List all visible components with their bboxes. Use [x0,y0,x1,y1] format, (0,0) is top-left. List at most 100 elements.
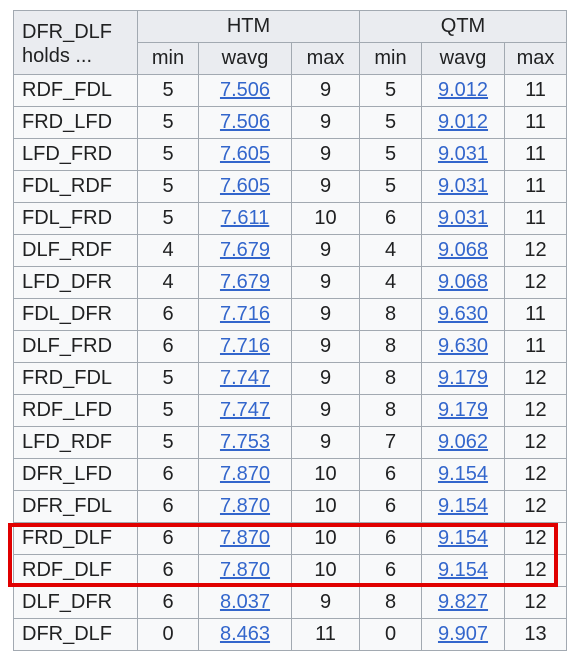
qtm-min-cell: 8 [360,331,422,363]
htm-min-cell: 6 [138,523,199,555]
htm-max-cell: 9 [292,235,360,267]
qtm-wavg-link[interactable]: 9.062 [438,431,488,453]
qtm-wavg-cell: 9.154 [422,459,505,491]
qtm-wavg-link[interactable]: 9.068 [438,271,488,293]
htm-wavg-cell: 7.747 [199,395,292,427]
htm-wavg-cell: 7.716 [199,299,292,331]
htm-wavg-cell: 7.870 [199,491,292,523]
qtm-max-cell: 11 [505,171,567,203]
table-row: DLF_DFR 6 8.037 9 8 9.827 12 [14,587,567,619]
htm-wavg-link[interactable]: 7.747 [220,399,270,421]
htm-min-cell: 4 [138,235,199,267]
qtm-min-cell: 5 [360,139,422,171]
qtm-min-cell: 7 [360,427,422,459]
qtm-wavg-link[interactable]: 9.031 [438,207,488,229]
qtm-max-cell: 12 [505,395,567,427]
table-row: FDL_DFR 6 7.716 9 8 9.630 11 [14,299,567,331]
qtm-max-cell: 12 [505,267,567,299]
qtm-min-cell: 6 [360,523,422,555]
htm-wavg-link[interactable]: 7.506 [220,79,270,101]
qtm-wavg-link[interactable]: 9.154 [438,559,488,581]
htm-wavg-link[interactable]: 7.716 [220,335,270,357]
qtm-wavg-link[interactable]: 9.012 [438,79,488,101]
qtm-min-cell: 6 [360,491,422,523]
table-body: RDF_FDL 5 7.506 9 5 9.012 11 FRD_LFD 5 7.506 9 5 9.0… [14,75,567,651]
qtm-wavg-cell: 9.031 [422,171,505,203]
htm-wavg-link[interactable]: 7.611 [221,207,270,229]
htm-wavg-cell: 7.679 [199,235,292,267]
table-wrapper: DFR_DLF holds ... HTM QTM min wavg max m… [13,10,567,651]
htm-min-cell: 0 [138,619,199,651]
qtm-min-cell: 5 [360,171,422,203]
htm-wavg-cell: 7.716 [199,331,292,363]
qtm-wavg-link[interactable]: 9.012 [438,111,488,133]
qtm-max-cell: 12 [505,587,567,619]
htm-wavg-link[interactable]: 7.870 [220,559,270,581]
htm-max-cell: 10 [292,459,360,491]
htm-wavg-link[interactable]: 7.747 [220,367,270,389]
htm-wavg-link[interactable]: 8.463 [220,623,270,645]
row-name-cell: RDF_DLF [14,555,138,587]
htm-min-cell: 6 [138,491,199,523]
qtm-wavg-link[interactable]: 9.154 [438,495,488,517]
htm-wavg-link[interactable]: 7.753 [220,431,270,453]
htm-wavg-cell: 8.037 [199,587,292,619]
htm-min-cell: 6 [138,555,199,587]
htm-wavg-link[interactable]: 7.716 [220,303,270,325]
htm-max-cell: 9 [292,331,360,363]
row-name-cell: LFD_RDF [14,427,138,459]
corner-line1: DFR_DLF [22,21,112,43]
htm-wavg-cell: 7.753 [199,427,292,459]
qtm-min-cell: 6 [360,459,422,491]
table-row: FDL_RDF 5 7.605 9 5 9.031 11 [14,171,567,203]
qtm-wavg-link[interactable]: 9.154 [438,527,488,549]
htm-wavg-link[interactable]: 7.605 [220,175,270,197]
qtm-wavg-link[interactable]: 9.179 [438,367,488,389]
qtm-min-cell: 4 [360,267,422,299]
qtm-wavg-link[interactable]: 9.154 [438,463,488,485]
htm-wavg-link[interactable]: 7.679 [220,239,270,261]
qtm-wavg-link[interactable]: 9.630 [438,335,488,357]
qtm-wavg-link[interactable]: 9.068 [438,239,488,261]
qtm-max-cell: 11 [505,203,567,235]
htm-max-cell: 10 [292,523,360,555]
htm-wavg-link[interactable]: 7.506 [220,111,270,133]
qtm-wavg-link[interactable]: 9.031 [438,175,488,197]
htm-wavg-link[interactable]: 7.870 [220,527,270,549]
table-row: DLF_FRD 6 7.716 9 8 9.630 11 [14,331,567,363]
htm-wavg-link[interactable]: 7.870 [220,463,270,485]
stats-table: DFR_DLF holds ... HTM QTM min wavg max m… [13,10,567,651]
col-header-qtm-min: min [360,43,422,75]
qtm-max-cell: 12 [505,459,567,491]
htm-wavg-link[interactable]: 7.679 [220,271,270,293]
qtm-max-cell: 13 [505,619,567,651]
htm-wavg-link[interactable]: 7.605 [220,143,270,165]
qtm-wavg-link[interactable]: 9.907 [438,623,488,645]
htm-wavg-link[interactable]: 7.870 [220,495,270,517]
qtm-wavg-link[interactable]: 9.031 [438,143,488,165]
corner-line2: holds ... [22,45,92,67]
row-name-cell: RDF_LFD [14,395,138,427]
htm-wavg-cell: 8.463 [199,619,292,651]
table-row: DFR_DLF 0 8.463 11 0 9.907 13 [14,619,567,651]
htm-max-cell: 9 [292,139,360,171]
htm-min-cell: 4 [138,267,199,299]
qtm-wavg-link[interactable]: 9.630 [438,303,488,325]
htm-wavg-cell: 7.506 [199,107,292,139]
qtm-min-cell: 5 [360,107,422,139]
col-header-htm-min: min [138,43,199,75]
htm-max-cell: 9 [292,395,360,427]
qtm-max-cell: 11 [505,139,567,171]
htm-max-cell: 9 [292,299,360,331]
qtm-wavg-cell: 9.827 [422,587,505,619]
qtm-wavg-link[interactable]: 9.179 [438,399,488,421]
htm-wavg-link[interactable]: 8.037 [220,591,270,613]
htm-min-cell: 6 [138,331,199,363]
col-header-htm-max: max [292,43,360,75]
htm-min-cell: 5 [138,203,199,235]
table-row: LFD_RDF 5 7.753 9 7 9.062 12 [14,427,567,459]
qtm-wavg-link[interactable]: 9.827 [438,591,488,613]
table-header: DFR_DLF holds ... HTM QTM min wavg max m… [14,11,567,75]
htm-min-cell: 5 [138,107,199,139]
htm-min-cell: 6 [138,459,199,491]
